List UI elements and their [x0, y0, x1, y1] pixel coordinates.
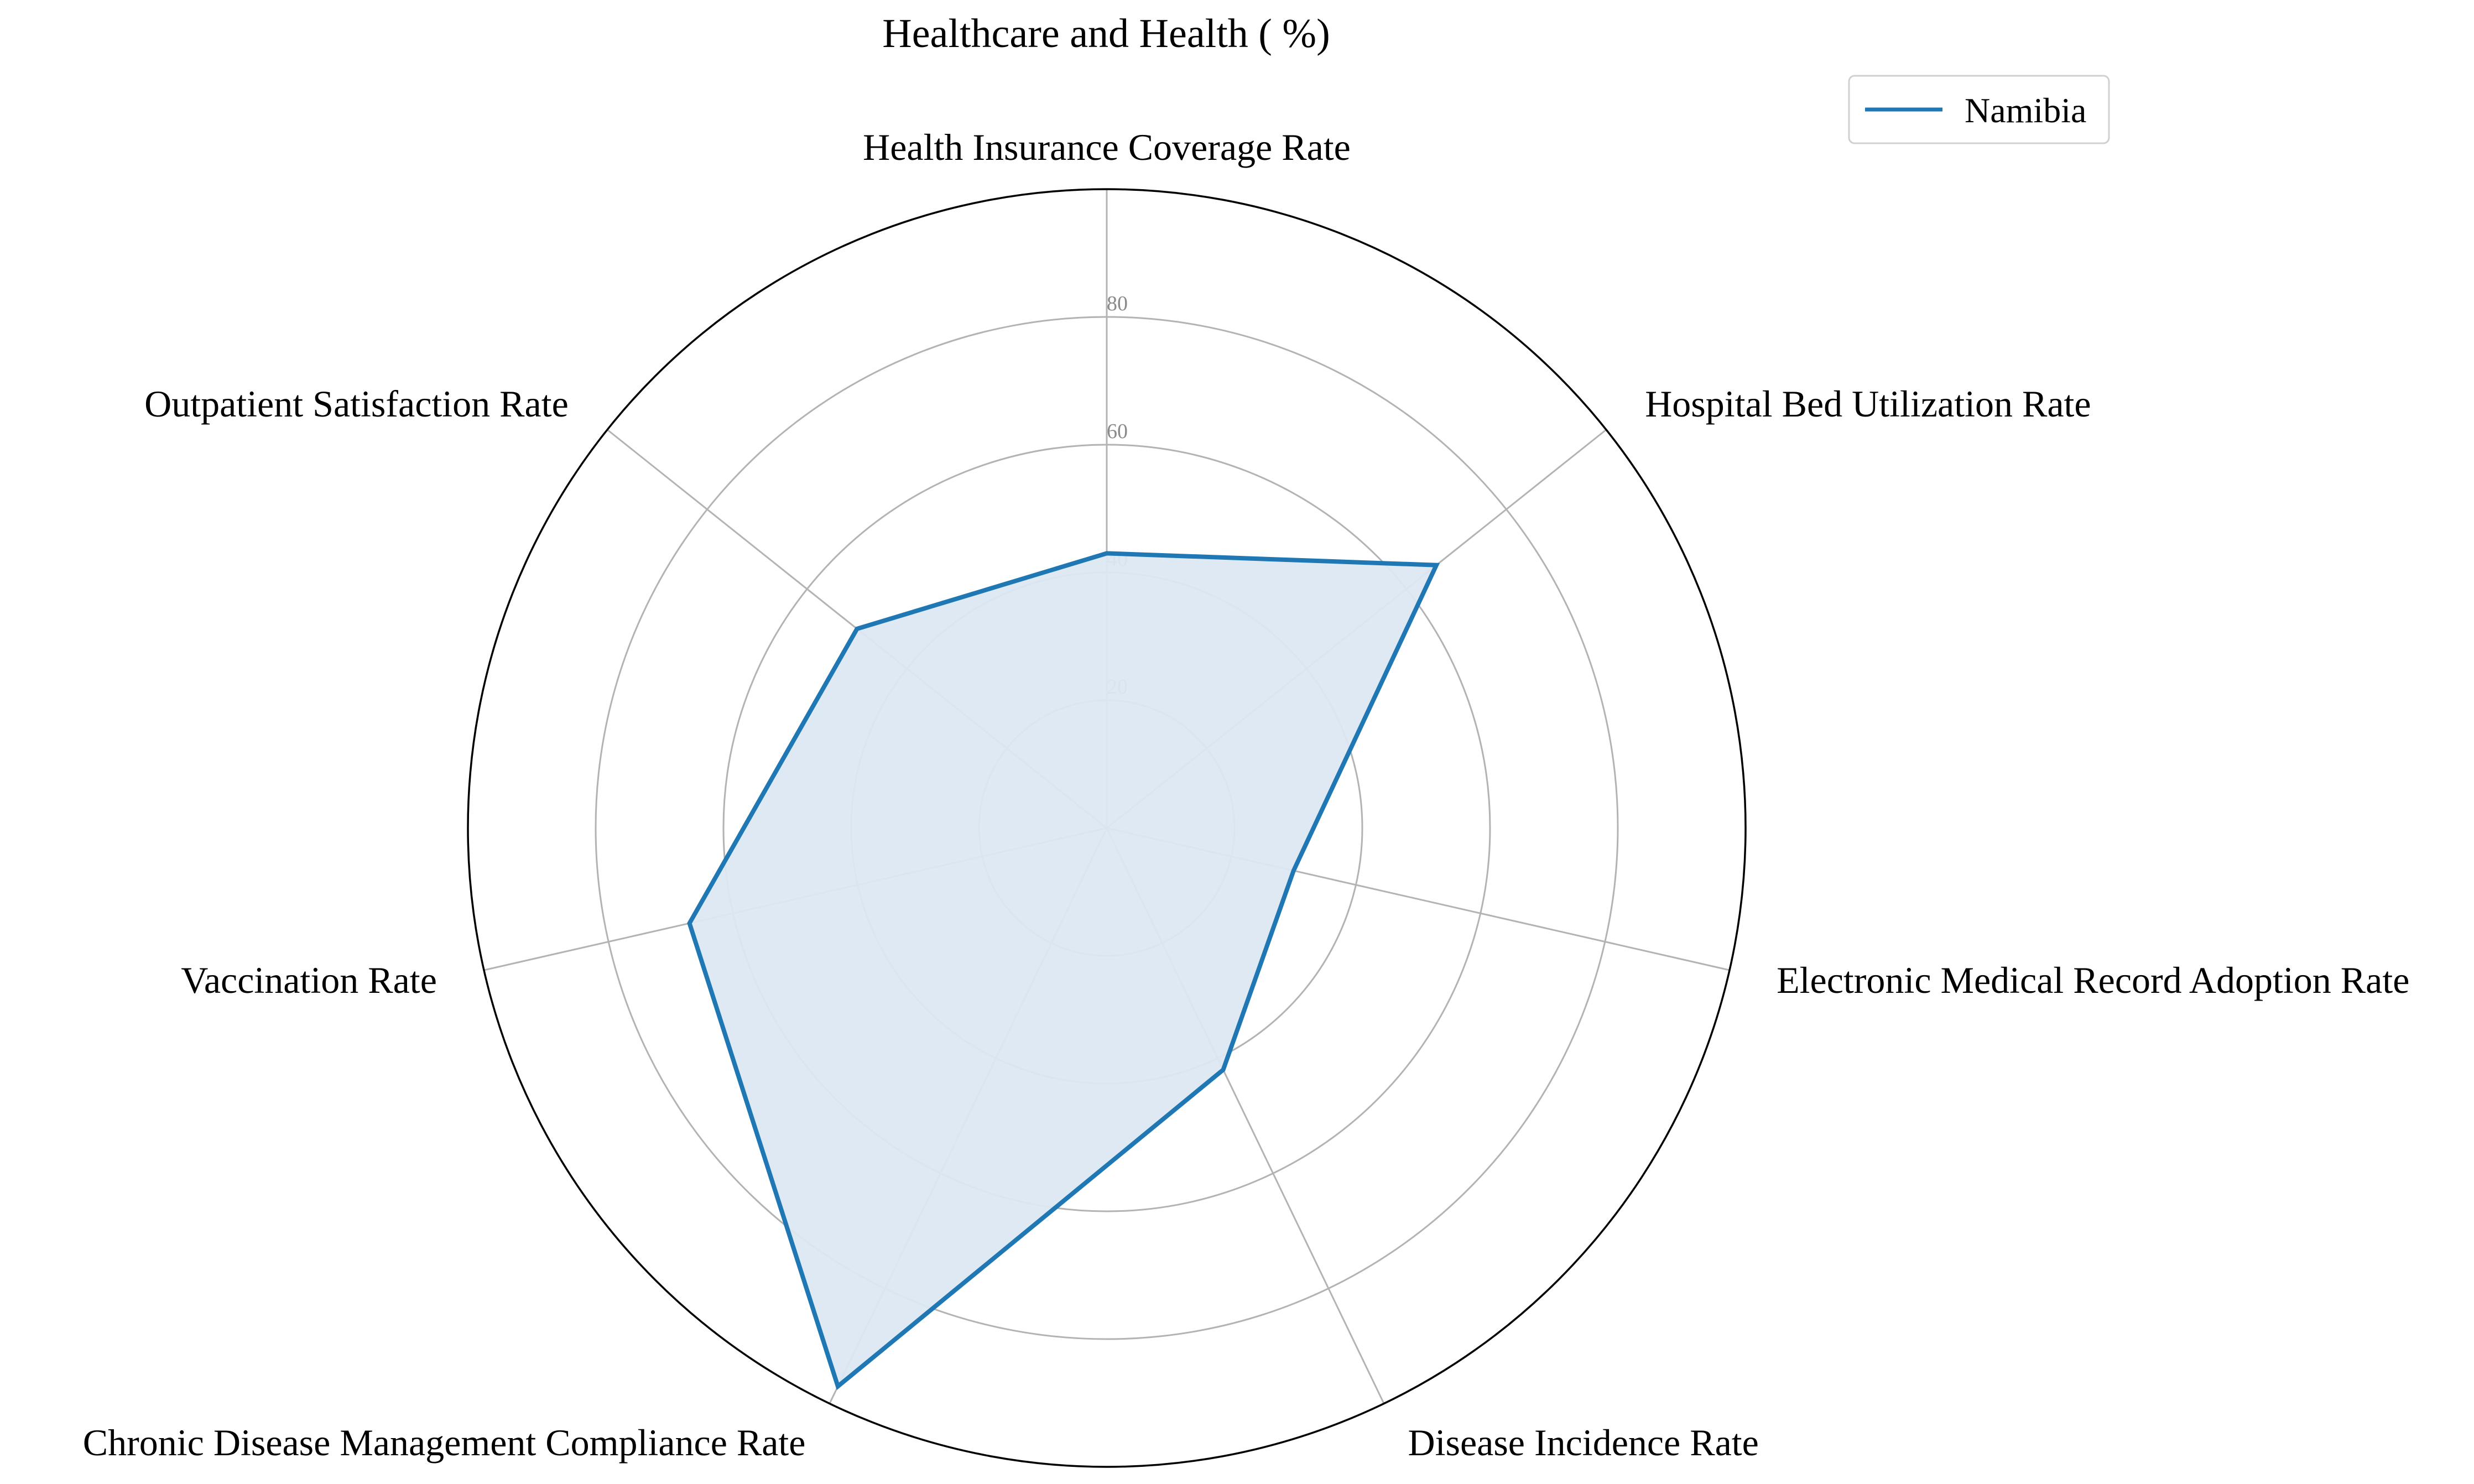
axis-label-5: Chronic Disease Management Compliance Ra… — [83, 1421, 806, 1464]
axis-label-3: Electronic Medical Record Adoption Rate — [1777, 959, 2409, 1001]
series-layer — [687, 551, 1440, 1391]
r-tick-label-80: 80 — [1107, 292, 1128, 315]
axis-label-layer: Health Insurance Coverage Rate Hospital B… — [83, 126, 2410, 1464]
r-tick-label-60: 60 — [1107, 420, 1128, 443]
legend-frame — [1848, 75, 2110, 144]
axis-label-2: Hospital Bed Utilization Rate — [1645, 383, 2091, 425]
axis-label-4: Disease Incidence Rate — [1408, 1421, 1759, 1464]
polar-frame — [467, 188, 1747, 1468]
legend-label-namibia: Namibia — [1965, 91, 2086, 130]
axis-label-7: Outpatient Satisfaction Rate — [144, 383, 569, 425]
series-line-1 — [687, 551, 1440, 1391]
chart-title: Healthcare and Health ( %) — [882, 11, 1330, 56]
series-area-1 — [689, 553, 1436, 1387]
axis-label-6: Vaccination Rate — [181, 959, 437, 1001]
axis-label-1: Health Insurance Coverage Rate — [863, 126, 1351, 168]
legend: Namibia — [1848, 75, 2110, 144]
